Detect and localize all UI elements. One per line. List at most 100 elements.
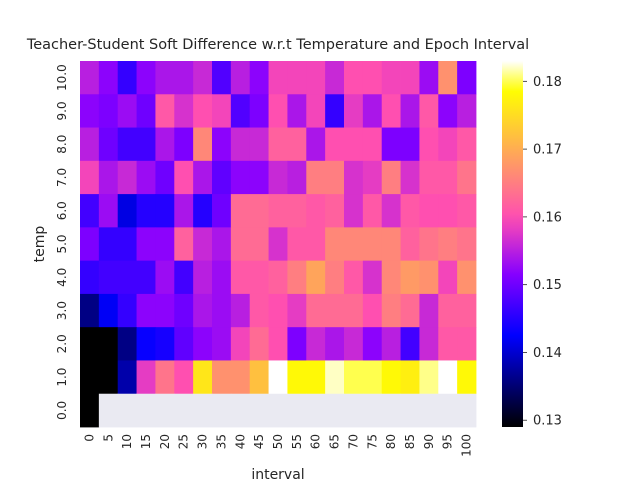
heatmap-cell <box>117 327 137 361</box>
heatmap-cell <box>230 94 251 128</box>
heatmap-cell <box>381 260 401 295</box>
heatmap-cell <box>419 293 439 328</box>
heatmap-cell <box>419 94 439 128</box>
heatmap-cell <box>193 293 213 328</box>
heatmap-cell <box>362 227 383 262</box>
heatmap-cell <box>249 360 269 395</box>
heatmap-cell <box>174 227 194 262</box>
heatmap-cell <box>381 293 401 328</box>
heatmap-cell <box>362 194 383 228</box>
heatmap-cell <box>98 94 119 128</box>
heatmap-cell <box>230 127 251 162</box>
heatmap-cell <box>174 94 194 128</box>
heatmap-cell <box>438 293 458 328</box>
heatmap-cell <box>136 360 156 395</box>
heatmap-cell <box>174 327 194 361</box>
chart-title: Teacher-Student Soft Difference w.r.t Te… <box>26 37 529 53</box>
heatmap-cell <box>212 194 232 228</box>
y-tick-label: 0.0 <box>55 401 69 420</box>
heatmap-cell <box>419 327 439 361</box>
heatmap-cell <box>325 260 345 295</box>
heatmap-cell <box>249 327 269 361</box>
colorbar-tick-label: 0.18 <box>533 75 562 90</box>
heatmap-cell <box>362 61 383 95</box>
heatmap-cell <box>268 94 288 128</box>
heatmap-cell <box>80 360 100 395</box>
heatmap-cell <box>438 194 458 228</box>
heatmap-cell <box>362 94 383 128</box>
heatmap-cell <box>381 160 401 195</box>
heatmap-cell <box>230 393 251 428</box>
heatmap-cell <box>249 61 269 95</box>
heatmap-cell <box>419 393 439 428</box>
y-tick-label: 10.0 <box>55 64 69 91</box>
heatmap-cell <box>306 327 326 361</box>
heatmap-cell <box>98 160 119 195</box>
heatmap-cell <box>230 227 251 262</box>
heatmap-cell <box>155 61 175 95</box>
heatmap-cell <box>136 293 156 328</box>
heatmap-cell <box>249 194 269 228</box>
heatmap-cell <box>155 94 175 128</box>
heatmap-cell <box>419 194 439 228</box>
x-tick-label: 85 <box>403 434 417 449</box>
heatmap-cell <box>400 160 420 195</box>
heatmap-cell <box>249 227 269 262</box>
heatmap-cell <box>325 160 345 195</box>
heatmap-cell <box>325 393 345 428</box>
heatmap-cell <box>419 227 439 262</box>
x-tick-label: 35 <box>214 434 228 449</box>
heatmap-cell <box>98 360 119 395</box>
heatmap-cell <box>325 61 345 95</box>
heatmap-cell <box>174 160 194 195</box>
heatmap-cell <box>457 293 477 328</box>
x-tick-label: 15 <box>139 434 153 449</box>
heatmap-cell <box>344 94 364 128</box>
heatmap-cell <box>212 94 232 128</box>
heatmap-cell <box>381 127 401 162</box>
heatmap-cell <box>249 260 269 295</box>
x-tick-label: 40 <box>233 434 247 449</box>
heatmap-cell <box>80 260 100 295</box>
heatmap-cell <box>117 293 137 328</box>
y-tick-labels: 0.0 1.0 2.0 3.0 4.0 5.0 6.0 7.0 8.0 9.0 10.0 <box>55 64 69 420</box>
heatmap-cell <box>362 293 383 328</box>
heatmap-cell <box>249 393 269 428</box>
heatmap-cell <box>287 61 307 95</box>
heatmap-cell <box>400 293 420 328</box>
heatmap-cell <box>136 94 156 128</box>
heatmap-cell <box>287 194 307 228</box>
heatmap-cell <box>230 194 251 228</box>
heatmap-cell <box>80 194 100 228</box>
x-tick-label: 30 <box>196 434 210 449</box>
heatmap-cell <box>344 360 364 395</box>
y-tick-label: 2.0 <box>55 334 69 353</box>
heatmap-cell <box>80 293 100 328</box>
x-tick-label: 0 <box>82 434 96 442</box>
heatmap-cell <box>344 160 364 195</box>
heatmap-cell <box>249 94 269 128</box>
heatmap-cell <box>174 360 194 395</box>
heatmap-cell <box>287 160 307 195</box>
heatmap-cell <box>268 194 288 228</box>
heatmap-cell <box>381 360 401 395</box>
heatmap-cell <box>344 61 364 95</box>
heatmap-cell <box>400 360 420 395</box>
heatmap-cell <box>80 160 100 195</box>
heatmap-cell <box>344 127 364 162</box>
x-tick-label: 55 <box>290 434 304 449</box>
heatmap-cell <box>362 260 383 295</box>
heatmap-cell <box>117 94 137 128</box>
heatmap-cell <box>457 360 477 395</box>
heatmap-cell <box>287 293 307 328</box>
heatmap-cell <box>287 327 307 361</box>
heatmap-cell <box>117 61 137 95</box>
heatmap-cell <box>174 127 194 162</box>
y-tick-label: 8.0 <box>55 135 69 154</box>
heatmap-cell <box>117 227 137 262</box>
heatmap-cell <box>136 160 156 195</box>
heatmap-cell <box>457 160 477 195</box>
colorbar <box>502 61 523 427</box>
heatmap-cell <box>98 194 119 228</box>
